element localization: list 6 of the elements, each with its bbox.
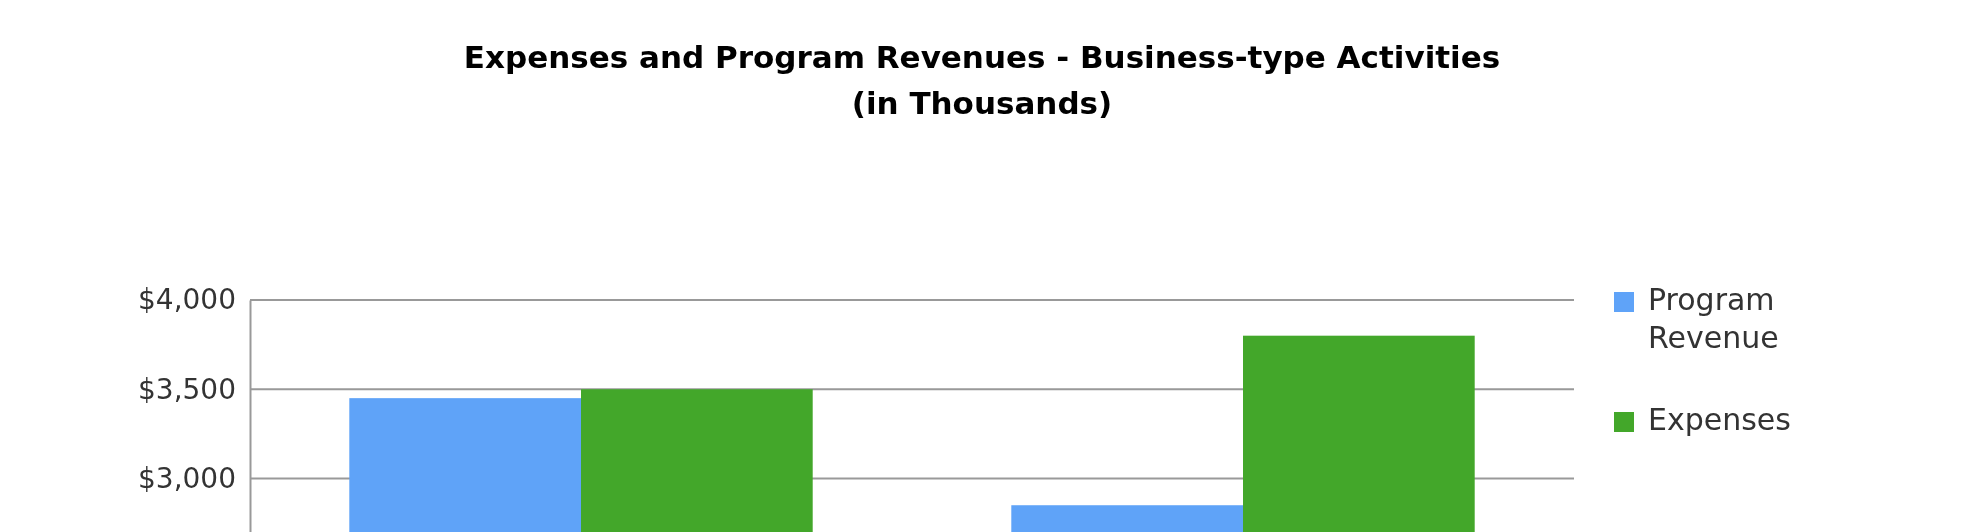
legend-label: Expenses [1648, 402, 1791, 437]
y-tick-label: $4,000 [138, 283, 236, 317]
y-tick-label: $3,500 [138, 372, 236, 406]
chart-title: Expenses and Program Revenues - Business-type Activities (in Thousands) [463, 39, 1501, 121]
legend-label: Program Revenue [1648, 282, 1779, 355]
y-tick-label: $3,000 [138, 461, 236, 495]
